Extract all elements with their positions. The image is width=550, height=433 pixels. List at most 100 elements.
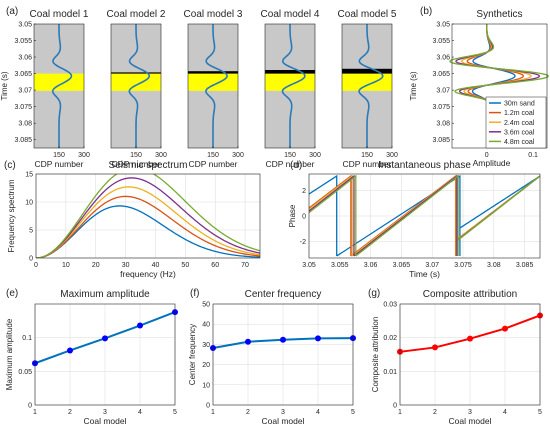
y-tick-label: 50 [202, 302, 210, 309]
data-point [315, 335, 321, 342]
x-tick-label: 0 [485, 152, 489, 159]
y-tick-label: 3.08 [18, 121, 32, 128]
y-tick-label: 3.075 [432, 104, 450, 111]
data-point [245, 338, 251, 345]
model-title: Coal model 1 [30, 9, 89, 20]
x-tick-label: 5 [538, 409, 542, 416]
x-tick-label: 3 [103, 409, 107, 416]
panel-letter-a: (a) [6, 6, 18, 17]
x-tick-label: 3.065 [393, 262, 411, 269]
x-tick-label: 2 [433, 409, 437, 416]
coal-layer [342, 68, 392, 74]
x-tick-label: 300 [309, 152, 321, 159]
x-axis-label: Coal model [262, 416, 305, 426]
x-tick-label: 0.1 [528, 152, 538, 159]
x-tick-label: 1 [398, 409, 402, 416]
y-axis-label: Center frequency [188, 324, 197, 385]
x-tick-label: 3 [468, 409, 472, 416]
chart-title: Center frequency [245, 289, 322, 300]
data-point [502, 325, 508, 332]
y-tick-label: 3.065 [432, 71, 450, 78]
panel-letter-b: (b) [420, 6, 432, 17]
y-tick-label: 0.03 [383, 302, 397, 309]
phase-chart: (d) Instantaneous phase 3.05 3.055 3.06 3.065… [288, 160, 541, 279]
y-axis-label: Time (s) [409, 71, 418, 100]
spectrum-curve [36, 195, 260, 258]
y-tick-label: 0.02 [383, 335, 397, 342]
panel-letter-d: (d) [290, 160, 302, 171]
x-tick-label: 50 [181, 262, 189, 269]
panel-letter: (e) [6, 288, 18, 299]
y-tick-label: 0 [393, 403, 397, 410]
y-tick-label: 3.08 [436, 121, 450, 128]
legend-label: 3.6m coal [504, 129, 535, 136]
x-tick-label: 0 [34, 262, 38, 269]
panel-letter-c: (c) [4, 160, 16, 171]
x-tick-label: 3.06 [364, 262, 378, 269]
spectrum-curve [36, 177, 260, 258]
x-tick-label: 70 [241, 262, 249, 269]
y-tick-label: 3.055 [14, 38, 32, 45]
chart-title: Seismic spectrum [109, 160, 188, 171]
y-tick-label: 20 [202, 362, 210, 369]
data-point [137, 322, 143, 329]
x-tick-label: 300 [386, 152, 398, 159]
seismic-trace [358, 24, 384, 148]
seismic-trace [281, 24, 306, 148]
x-axis-label: CDP number [35, 159, 84, 169]
legend-label: 2.4m coal [504, 120, 535, 127]
x-axis-label: CDP number [266, 159, 315, 169]
y-tick-label: 15 [25, 172, 33, 179]
plot-frame [212, 303, 354, 406]
y-tick-label: 3.075 [14, 104, 32, 111]
x-tick-label: 10 [62, 262, 70, 269]
y-tick-label: 0 [302, 214, 306, 221]
x-tick-label: 20 [92, 262, 100, 269]
model-title: Coal model 5 [338, 9, 397, 20]
y-tick-label: 3.085 [432, 137, 450, 144]
y-tick-label: 40 [202, 322, 210, 329]
plot-frame [308, 173, 541, 259]
x-axis-label: frequency (Hz) [120, 269, 176, 279]
y-tick-label: 3.05 [436, 22, 450, 29]
x-axis-label: CDP number [112, 159, 161, 169]
x-axis-label: Amplitude [473, 158, 511, 168]
x-axis-label: CDP number [343, 159, 392, 169]
y-tick-label: 3.07 [18, 88, 32, 95]
x-axis-label: Coal model [84, 416, 127, 426]
x-tick-label: 5 [351, 409, 355, 416]
model-title: Coal model 3 [184, 9, 243, 20]
y-tick-label: 10 [202, 382, 210, 389]
plot-frame [399, 303, 541, 406]
x-tick-label: 30 [122, 262, 130, 269]
y-tick-label: 3.065 [14, 71, 32, 78]
y-tick-label: 2 [302, 188, 306, 195]
x-tick-label: 3.08 [487, 262, 501, 269]
legend-label: 30m sand [504, 101, 535, 108]
plot-frame [34, 303, 176, 406]
coal-layer [265, 70, 315, 74]
x-tick-label: 300 [78, 152, 90, 159]
spectrum-curve [36, 205, 260, 258]
x-tick-label: 150 [207, 152, 219, 159]
x-tick-label: 3.05 [302, 262, 316, 269]
y-tick-label: 3.06 [436, 55, 450, 62]
y-tick-label: 3.05 [18, 22, 32, 29]
chart-title: Instantaneous phase [378, 160, 471, 171]
x-tick-label: 4 [316, 409, 320, 416]
y-tick-label: 0 [28, 403, 32, 410]
sand-layer-band [342, 73, 392, 91]
x-tick-label: 2 [68, 409, 72, 416]
x-tick-label: 300 [232, 152, 244, 159]
spectrum-curve [36, 186, 260, 258]
panel-letter: (g) [368, 288, 380, 299]
x-tick-label: 150 [130, 152, 142, 159]
x-axis-label: Coal model [449, 416, 492, 426]
x-tick-label: 150 [53, 152, 65, 159]
phase-curve [309, 174, 540, 257]
x-tick-label: 60 [211, 262, 219, 269]
